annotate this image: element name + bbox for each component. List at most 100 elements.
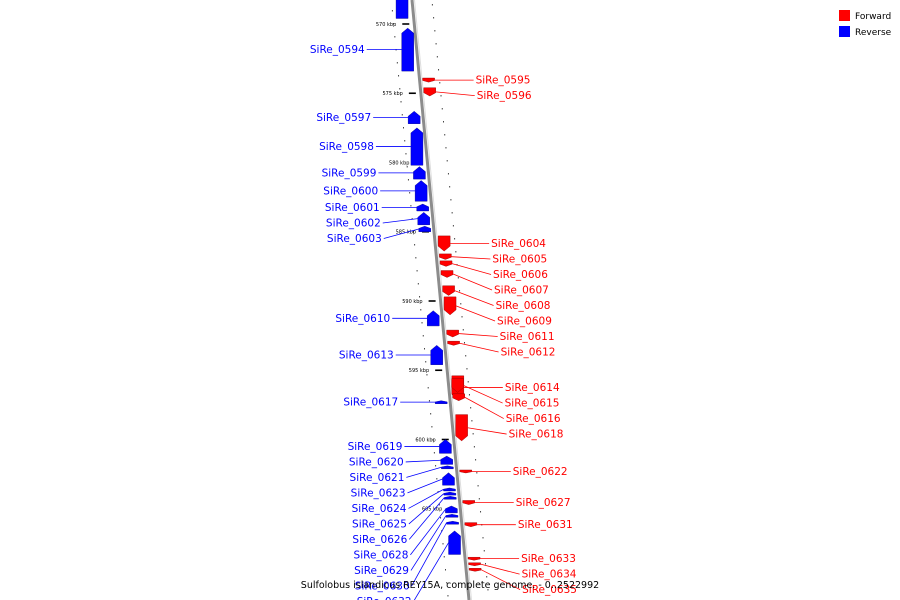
gene-sire-0625[interactable] (443, 491, 457, 496)
gene-sire-0601[interactable] (416, 203, 429, 212)
gene-label[interactable]: SiRe_0618 (509, 429, 564, 441)
gene-sire-0612[interactable] (447, 340, 460, 346)
gene-label[interactable]: SiRe_0604 (491, 238, 546, 250)
gene-label[interactable]: SiRe_0626 (352, 534, 407, 546)
gene-label[interactable]: SiRe_0605 (492, 254, 547, 266)
gene-sire-0616[interactable] (452, 393, 465, 401)
gene-label[interactable]: SiRe_0619 (348, 441, 403, 453)
gene-label[interactable]: SiRe_0628 (354, 549, 409, 561)
gene-sire-0621[interactable] (441, 465, 454, 470)
gene-sire-0617[interactable] (434, 400, 448, 404)
gene-sire-0624[interactable] (443, 487, 456, 492)
gene-sire-0593[interactable] (395, 0, 409, 19)
gene-sire-0606[interactable] (439, 260, 453, 267)
gene-label-connector (467, 427, 507, 435)
gene-sire-0635[interactable] (468, 568, 482, 572)
gene-label-connector (411, 522, 447, 587)
gene-sire-0607[interactable] (440, 270, 454, 278)
gene-label[interactable]: SiRe_0599 (322, 167, 377, 179)
gene-sire-0630[interactable] (446, 521, 459, 525)
gene-label[interactable]: SiRe_0597 (316, 112, 371, 124)
gene-label[interactable]: SiRe_0625 (352, 518, 407, 530)
gene-label[interactable]: SiRe_0631 (518, 519, 573, 531)
gene-label-connector (405, 459, 441, 463)
gene-label[interactable]: SiRe_0633 (521, 553, 576, 565)
gene-label[interactable]: SiRe_0612 (501, 347, 556, 359)
gene-sire-0605[interactable] (439, 253, 452, 260)
gene-label[interactable]: SiRe_0608 (496, 300, 551, 312)
gene-sire-0620[interactable] (440, 455, 453, 465)
gene-label-connector (454, 290, 494, 306)
gene-label[interactable]: SiRe_0620 (349, 456, 404, 468)
gene-sire-0597[interactable] (407, 110, 421, 124)
gene-label[interactable]: SiRe_0602 (326, 218, 381, 230)
gene-label-connector (383, 228, 419, 239)
gene-sire-0595[interactable] (422, 77, 435, 83)
gene-sire-0598[interactable] (410, 127, 424, 166)
gene-label[interactable]: SiRe_0632 (357, 596, 412, 600)
gene-sire-0608[interactable] (442, 285, 455, 296)
gene-sire-0633[interactable] (467, 557, 481, 561)
gene-sire-0599[interactable] (413, 166, 426, 180)
gene-label[interactable]: SiRe_0606 (493, 269, 548, 281)
gene-label[interactable]: SiRe_0611 (500, 331, 555, 343)
gene-label[interactable]: SiRe_0635 (522, 584, 577, 596)
gene-sire-0618[interactable] (455, 414, 468, 442)
gene-sire-0602[interactable] (417, 212, 430, 226)
gene-sire-0603[interactable] (418, 225, 431, 232)
gene-label[interactable]: SiRe_0600 (323, 185, 378, 197)
gene-label[interactable]: SiRe_0617 (343, 397, 398, 409)
gene-label-connector (410, 515, 447, 571)
gene-sire-0610[interactable] (427, 310, 440, 327)
gene-label[interactable]: SiRe_0621 (350, 472, 405, 484)
legend-forward-label: Forward (855, 12, 891, 22)
gene-sire-0622[interactable] (459, 469, 472, 474)
gene-sire-0631[interactable] (464, 522, 478, 527)
gene-sire-0629[interactable] (445, 514, 459, 518)
gene-sire-0611[interactable] (446, 329, 459, 338)
gene-sire-0623[interactable] (442, 472, 455, 486)
gene-label[interactable]: SiRe_0594 (310, 44, 365, 56)
gene-sire-0604[interactable] (437, 235, 451, 252)
gene-label-connector (451, 256, 491, 260)
genome-backbone-shadow (414, 0, 472, 600)
gene-sire-0594[interactable] (401, 27, 414, 72)
gene-label[interactable]: SiRe_0623 (351, 487, 406, 499)
gene-label[interactable]: SiRe_0601 (325, 202, 380, 214)
gene-sire-0626[interactable] (444, 496, 457, 500)
gene-label[interactable]: SiRe_0613 (339, 350, 394, 362)
gene-sire-0615[interactable] (451, 378, 464, 393)
gene-label[interactable]: SiRe_0603 (327, 233, 382, 245)
gene-sire-0628[interactable] (445, 505, 458, 514)
gene-label[interactable]: SiRe_0634 (522, 569, 577, 581)
gene-label[interactable]: SiRe_0615 (505, 398, 560, 410)
gene-sire-0634[interactable] (468, 562, 481, 566)
gene-sire-0600[interactable] (414, 180, 428, 202)
gene-sire-0619[interactable] (439, 439, 452, 454)
gene-label[interactable]: SiRe_0609 (497, 316, 552, 328)
kbp-tick-label: 580 kbp (389, 160, 409, 166)
gene-label-connector (451, 263, 492, 275)
gene-label[interactable]: SiRe_0616 (506, 413, 561, 425)
gene-sire-0632[interactable] (448, 530, 461, 555)
gene-sire-0609[interactable] (443, 296, 457, 316)
gene-label-connector (464, 396, 504, 419)
gene-sire-0596[interactable] (423, 87, 436, 97)
gene-label[interactable]: SiRe_0622 (513, 466, 568, 478)
gene-label-connector (382, 218, 418, 224)
gene-label[interactable]: SiRe_0595 (476, 75, 531, 87)
gene-label[interactable]: SiRe_0614 (505, 382, 560, 394)
kbp-tick-label: 595 kbp (409, 368, 429, 374)
gene-label[interactable]: SiRe_0610 (335, 313, 390, 325)
legend-forward-swatch (839, 10, 850, 21)
gene-label[interactable]: SiRe_0598 (319, 141, 374, 153)
gene-label[interactable]: SiRe_0627 (516, 497, 571, 509)
gene-sire-0613[interactable] (430, 345, 443, 365)
gene-label[interactable]: SiRe_0596 (477, 90, 532, 102)
gene-label[interactable]: SiRe_0630 (355, 580, 410, 592)
gene-label[interactable]: SiRe_0624 (352, 503, 407, 515)
gene-label[interactable]: SiRe_0629 (354, 565, 409, 577)
gene-label[interactable]: SiRe_0607 (494, 285, 549, 297)
gene-sire-0627[interactable] (462, 500, 475, 505)
